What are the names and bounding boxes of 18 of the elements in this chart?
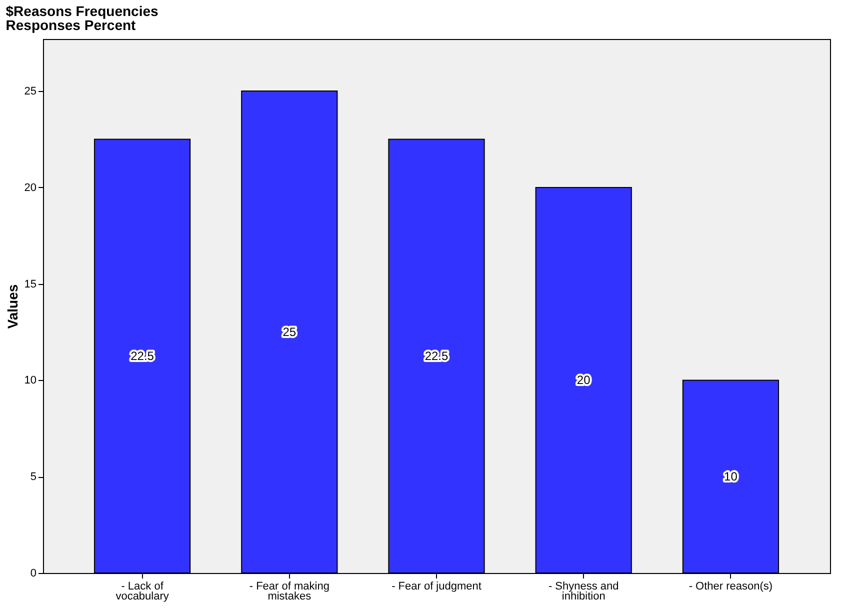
chart-title: $Reasons Frequencies [6, 3, 158, 19]
y-tick-label: 15 [24, 278, 36, 290]
y-tick-label: 25 [24, 86, 36, 98]
y-tick-label: 0 [30, 568, 36, 580]
data-label: 20 [576, 373, 591, 388]
data-label: 10 [724, 470, 738, 484]
x-tick-label: - Fear of judgment [392, 580, 482, 592]
x-tick-label: - Lack of vocabulary [116, 580, 170, 602]
x-tick-label: - Shyness and inhibition [548, 580, 619, 602]
y-tick-label: 20 [24, 182, 36, 194]
x-tick-label: - Fear of making mistakes [249, 580, 330, 602]
data-label: 22.5 [130, 349, 154, 364]
data-label: 22.5 [424, 349, 448, 364]
data-label: 25 [282, 325, 296, 340]
y-axis-title: Values [4, 284, 20, 329]
y-tick-label: 5 [30, 471, 36, 484]
x-tick-label: - Other reason(s) [688, 580, 773, 592]
y-tick-label: 10 [24, 374, 36, 387]
